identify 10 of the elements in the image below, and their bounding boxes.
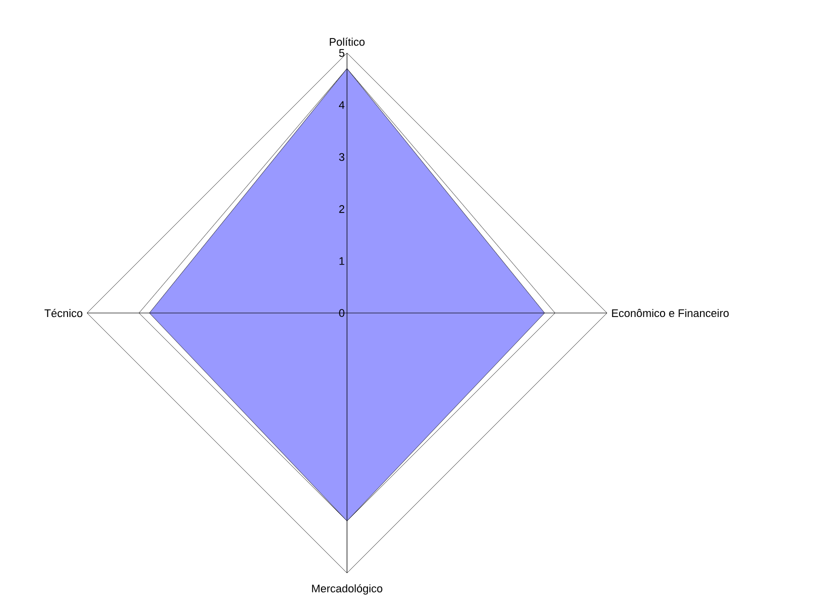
y-tick-label: 5 [339, 49, 344, 57]
y-tick-label: 3 [339, 153, 344, 161]
spoke-label: Político [330, 38, 365, 46]
y-tick-label: 0 [339, 309, 344, 317]
spoke-label: Mercadológico [312, 584, 382, 595]
spoke-label: Técnico [44, 308, 82, 318]
y-tick-label: 2 [339, 205, 344, 213]
y-tick-label: 4 [338, 101, 344, 109]
y-tick-label: 1 [340, 257, 344, 265]
spoke-label: Econômico e Financeiro [612, 308, 729, 318]
